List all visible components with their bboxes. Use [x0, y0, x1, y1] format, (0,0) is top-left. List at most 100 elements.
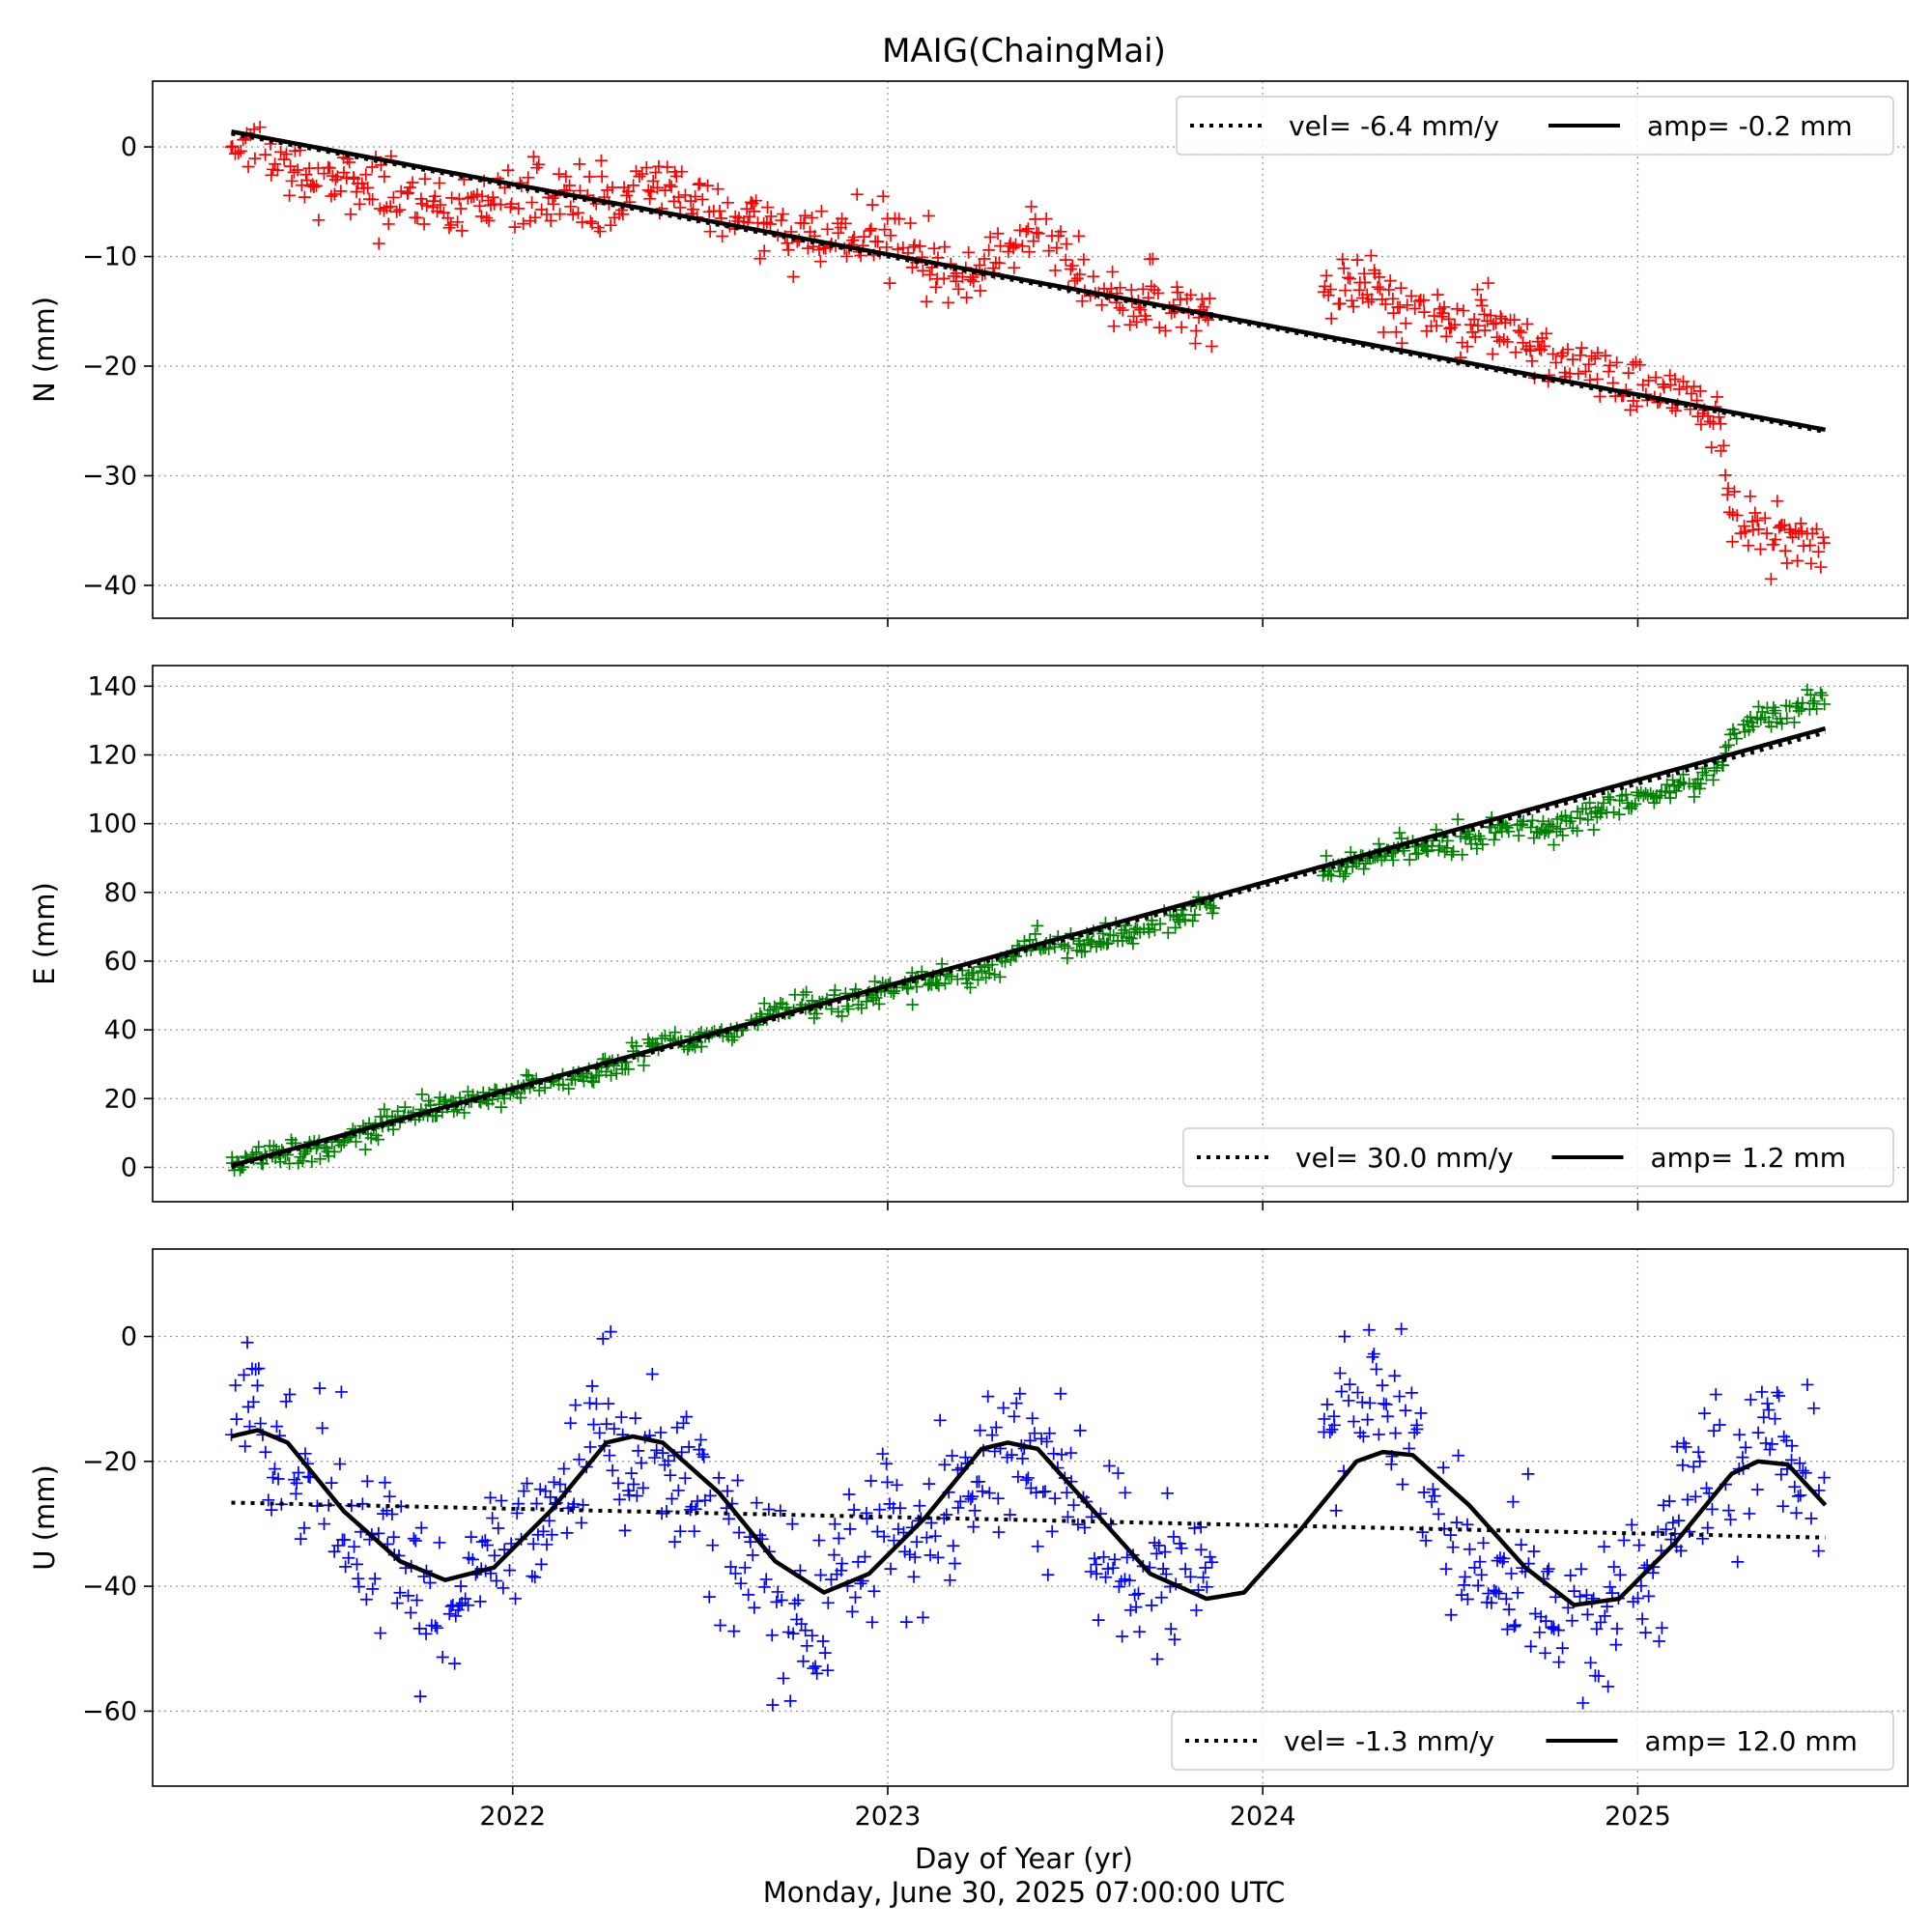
- data-point: [1013, 223, 1027, 237]
- data-point: [1693, 384, 1707, 398]
- data-point: [1335, 1385, 1349, 1399]
- data-point: [294, 1532, 307, 1546]
- data-point: [1674, 1544, 1688, 1557]
- data-point: [1801, 1378, 1814, 1391]
- data-point: [451, 215, 465, 229]
- data-point: [433, 177, 446, 190]
- data-point: [1508, 1620, 1520, 1634]
- data-point: [645, 1367, 659, 1380]
- data-point: [771, 1585, 784, 1599]
- data-point: [1442, 312, 1456, 326]
- data-point: [1582, 357, 1596, 371]
- data-point: [797, 1655, 810, 1668]
- data-point: [962, 245, 976, 259]
- data-point: [1025, 200, 1038, 213]
- data-point: [1500, 1623, 1514, 1636]
- data-point: [1393, 826, 1406, 839]
- data-point: [932, 979, 946, 992]
- data-point: [1653, 1634, 1666, 1648]
- data-point: [1206, 1555, 1219, 1569]
- data-point: [680, 1410, 694, 1424]
- data-point: [625, 1466, 639, 1480]
- data-point: [1372, 838, 1385, 851]
- data-point: [1179, 1562, 1192, 1576]
- data-point: [810, 1007, 824, 1020]
- data-point: [1809, 523, 1823, 536]
- data-point: [1447, 845, 1461, 859]
- data-point: [1161, 926, 1175, 940]
- data-point: [540, 1538, 554, 1551]
- data-point: [495, 1494, 508, 1508]
- data-point: [1738, 520, 1751, 533]
- data-point: [413, 1690, 427, 1703]
- data-point: [703, 225, 717, 239]
- data-point: [387, 1530, 401, 1544]
- legend-label: vel= -6.4 mm/y: [1289, 110, 1499, 142]
- data-point: [629, 1411, 642, 1425]
- data-point: [1324, 869, 1338, 883]
- data-point: [1175, 1542, 1188, 1555]
- data-point: [1817, 536, 1831, 550]
- data-point: [334, 1139, 348, 1151]
- data-point: [654, 1426, 668, 1439]
- data-point: [1419, 1534, 1433, 1548]
- data-point: [447, 1105, 461, 1119]
- data-point: [967, 1520, 980, 1534]
- data-point: [429, 1619, 442, 1633]
- data-point: [1624, 403, 1637, 416]
- data-point: [1055, 1448, 1068, 1462]
- data-point: [1146, 252, 1159, 266]
- data-point: [872, 997, 886, 1010]
- data-point: [1506, 1495, 1520, 1509]
- data-point: [866, 1615, 879, 1629]
- data-point: [1687, 1460, 1700, 1473]
- data-point: [327, 187, 341, 201]
- data-point: [800, 1639, 813, 1653]
- data-point: [475, 1535, 489, 1548]
- data-point: [712, 1471, 725, 1485]
- data-point: [1401, 298, 1414, 312]
- data-point: [1731, 1555, 1745, 1569]
- data-point: [1594, 1615, 1607, 1629]
- data-point: [259, 1445, 272, 1459]
- data-point: [806, 1629, 819, 1642]
- data-point: [1714, 444, 1727, 458]
- data-point: [1154, 1591, 1168, 1605]
- data-point: [385, 1507, 399, 1520]
- data-point: [1717, 439, 1730, 452]
- data-point: [455, 224, 469, 238]
- data-point: [1730, 509, 1744, 523]
- data-point: [1575, 1562, 1588, 1576]
- data-point: [1574, 811, 1587, 825]
- data-point: [298, 1521, 311, 1535]
- data-point: [1708, 764, 1721, 778]
- data-point: [547, 197, 560, 211]
- data-point: [1508, 313, 1521, 327]
- data-point: [1591, 346, 1605, 359]
- data-point: [893, 213, 906, 226]
- data-point: [530, 1496, 544, 1510]
- data-point: [1342, 270, 1354, 284]
- data-point: [1548, 838, 1560, 852]
- data-point: [1039, 213, 1053, 226]
- data-point: [1136, 282, 1150, 296]
- data-point: [1750, 1483, 1764, 1496]
- data-point: [593, 225, 607, 239]
- data-point: [1723, 1513, 1737, 1526]
- data-point: [585, 1379, 599, 1393]
- data-point: [1339, 284, 1352, 298]
- data-point: [512, 202, 526, 215]
- data-point: [1701, 1521, 1715, 1535]
- data-point: [1725, 535, 1739, 549]
- data-point: [1498, 316, 1512, 329]
- data-point: [1475, 1568, 1489, 1581]
- data-point: [232, 146, 245, 159]
- data-point: [947, 1539, 960, 1552]
- figure-title: MAIG(ChaingMai): [882, 32, 1166, 71]
- data-point: [1152, 321, 1166, 334]
- data-point: [592, 1068, 606, 1082]
- data-point: [1505, 1567, 1519, 1580]
- data-point: [1763, 1443, 1776, 1457]
- data-point: [713, 205, 726, 218]
- data-point: [544, 1491, 557, 1504]
